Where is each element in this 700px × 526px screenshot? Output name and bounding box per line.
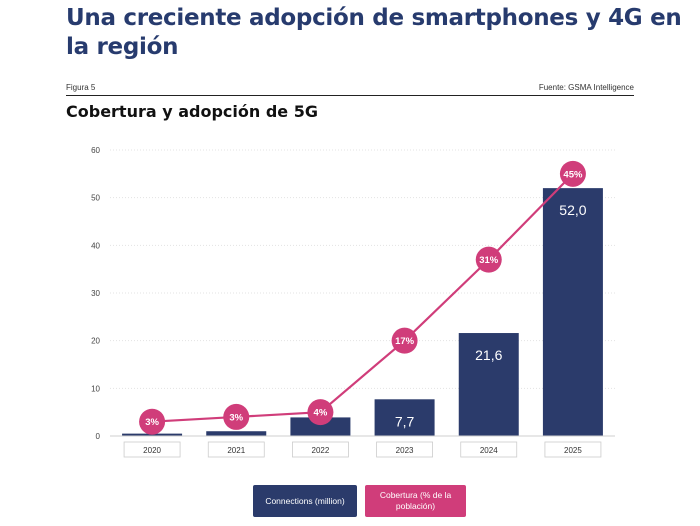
bar-value-label: 7,7 <box>395 413 415 429</box>
y-tick-label: 0 <box>96 432 101 441</box>
chart-title: Cobertura y adopción de 5G <box>66 102 318 121</box>
coverage-value-label: 45% <box>563 169 583 180</box>
coverage-value-label: 3% <box>145 417 159 428</box>
coverage-marker-2020 <box>139 408 166 435</box>
y-tick-label: 10 <box>91 384 100 393</box>
coverage-line <box>152 173 574 423</box>
coverage-marker-2021 <box>223 403 250 430</box>
bar-2021 <box>206 431 267 436</box>
x-tick-label: 2023 <box>396 446 414 455</box>
x-tick-label: 2025 <box>564 446 582 455</box>
y-tick-label: 20 <box>91 337 100 346</box>
x-tick-box <box>123 441 181 458</box>
y-tick-label: 30 <box>91 289 100 298</box>
bar-2025 <box>542 188 603 436</box>
coverage-marker-2024 <box>475 246 502 273</box>
bar-value-label: 21,6 <box>475 347 502 363</box>
bar-2024 <box>458 333 519 436</box>
x-tick-label: 2024 <box>480 446 498 455</box>
x-tick-label: 2020 <box>143 446 161 455</box>
page-title: Una creciente adopción de smartphones y … <box>66 5 682 60</box>
bar-value-label: 52,0 <box>559 202 586 218</box>
x-tick-label: 2022 <box>312 446 330 455</box>
coverage-marker-2025 <box>559 160 586 187</box>
y-tick-label: 40 <box>91 241 100 250</box>
source-label: Fuente: GSMA Intelligence <box>538 83 634 92</box>
x-tick-box <box>376 441 433 458</box>
coverage-marker-2023 <box>391 327 418 354</box>
coverage-value-label: 17% <box>395 336 415 347</box>
coverage-value-label: 4% <box>314 408 328 419</box>
legend-connections: Connections (million) <box>253 485 357 517</box>
y-tick-label: 60 <box>91 146 100 155</box>
bar-2022 <box>290 417 351 436</box>
bar-2020 <box>122 433 183 436</box>
y-tick-label: 50 <box>91 194 100 203</box>
coverage-value-label: 3% <box>229 412 243 423</box>
legend-coverage: Cobertura (% de la población) <box>365 485 466 517</box>
coverage-value-label: 31% <box>479 255 499 266</box>
figure-label: Figura 5 <box>66 83 96 92</box>
figure-meta-row: Figura 5 Fuente: GSMA Intelligence <box>66 81 634 96</box>
x-tick-box <box>207 441 265 458</box>
bar-2023 <box>374 399 435 436</box>
x-tick-label: 2021 <box>227 446 245 455</box>
x-tick-box <box>544 441 602 458</box>
x-tick-box <box>292 441 349 458</box>
coverage-marker-2022 <box>307 399 334 426</box>
x-tick-box <box>460 441 518 458</box>
